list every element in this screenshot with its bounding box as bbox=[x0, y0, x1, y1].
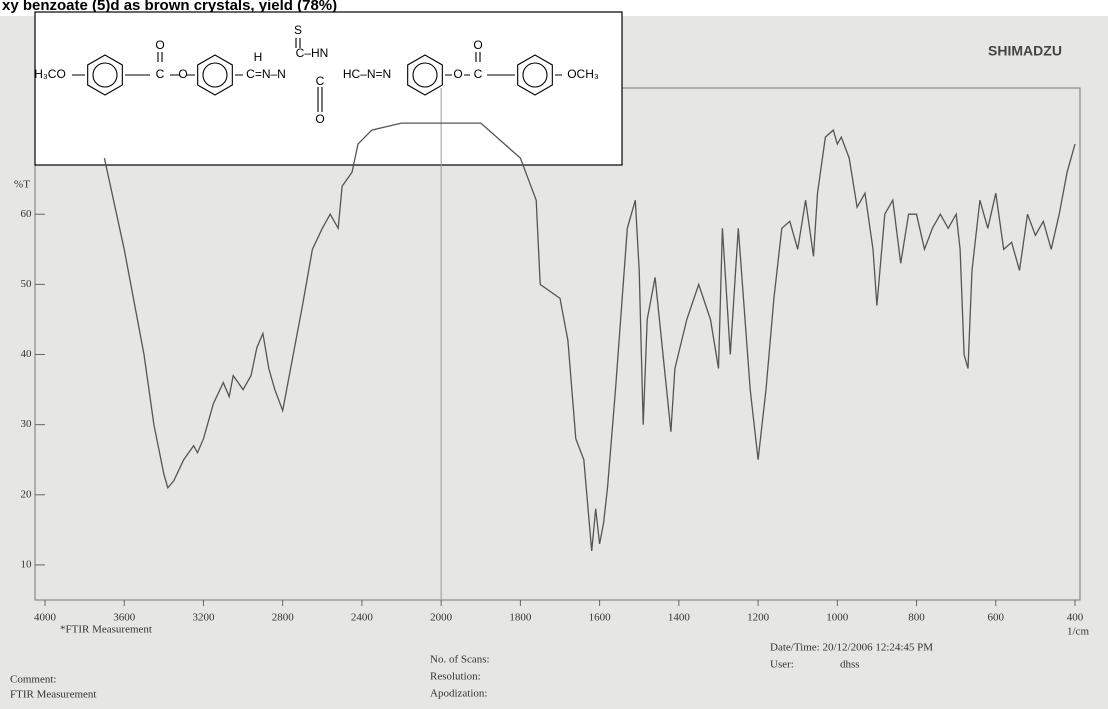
x-tick-label: 600 bbox=[988, 612, 1005, 624]
x-tick-label: 1800 bbox=[509, 612, 532, 624]
structure-box bbox=[34, 11, 623, 166]
x-tick-label: 1000 bbox=[826, 612, 849, 624]
x-tick-label: 2400 bbox=[351, 612, 374, 624]
structure-label: H₃CO bbox=[34, 67, 66, 81]
structure-label: OCH₃ bbox=[567, 67, 599, 81]
x-tick-label: 1400 bbox=[668, 612, 691, 624]
y-tick-label: 60 bbox=[21, 208, 33, 220]
x-tick-label: 4000 bbox=[34, 612, 57, 624]
x-tick-label: 2000 bbox=[430, 612, 453, 624]
footer-text: *FTIR Measurement bbox=[60, 624, 152, 636]
footer-text: Apodization: bbox=[430, 688, 487, 700]
y-tick-label: 50 bbox=[21, 278, 33, 290]
y-tick-label: 40 bbox=[21, 348, 33, 360]
ring-circle bbox=[202, 62, 228, 88]
structure-label: O bbox=[473, 38, 482, 52]
structure-label: C–HN bbox=[296, 46, 329, 60]
x-tick-label: 800 bbox=[908, 612, 925, 624]
x-tick-label: 400 bbox=[1067, 612, 1084, 624]
structure-label: O bbox=[178, 67, 187, 81]
footer-text: User: bbox=[770, 659, 794, 671]
footer-text: Resolution: bbox=[430, 671, 481, 683]
benzene-ring bbox=[517, 54, 553, 96]
benzene-ring bbox=[407, 54, 443, 96]
x-axis-label: 1/cm bbox=[1067, 626, 1089, 638]
structure-label: H bbox=[254, 50, 263, 64]
structure-label: O bbox=[315, 112, 324, 126]
footer-text: Date/Time: 20/12/2006 12:24:45 PM bbox=[770, 642, 933, 654]
footer-text: Comment: bbox=[10, 674, 56, 686]
structure-label: C bbox=[156, 67, 165, 81]
benzene-ring bbox=[87, 54, 123, 96]
y-tick-label: 10 bbox=[21, 558, 33, 570]
x-tick-label: 1200 bbox=[747, 612, 770, 624]
structure-label: S bbox=[294, 23, 302, 37]
structure-label: C=N–N bbox=[246, 67, 286, 81]
spectrum-line bbox=[103, 122, 1076, 551]
structure-label: O bbox=[155, 38, 164, 52]
x-tick-label: 3600 bbox=[113, 612, 136, 624]
structure-label: O bbox=[453, 67, 462, 81]
x-tick-label: 1600 bbox=[589, 612, 612, 624]
ring-circle bbox=[92, 62, 118, 88]
structure-label: C bbox=[474, 67, 483, 81]
structure-label: HC–N=N bbox=[343, 67, 391, 81]
y-tick-label: 30 bbox=[21, 418, 33, 430]
ring-circle bbox=[522, 62, 548, 88]
benzene-ring bbox=[197, 54, 233, 96]
footer-text: FTIR Measurement bbox=[10, 689, 96, 701]
caption: xy benzoate (5)d as brown crystals, yiel… bbox=[2, 0, 337, 14]
x-tick-label: 3200 bbox=[192, 612, 215, 624]
footer-text: No. of Scans: bbox=[430, 654, 490, 666]
y-axis-label: %T bbox=[14, 179, 30, 191]
structure-label: C bbox=[316, 74, 325, 88]
structure-bonds bbox=[72, 38, 562, 112]
ring-circle bbox=[412, 62, 438, 88]
brand: SHIMADZU bbox=[988, 43, 1062, 59]
y-tick-label: 20 bbox=[21, 488, 33, 500]
footer-text: dhss bbox=[840, 659, 860, 671]
x-tick-label: 2800 bbox=[272, 612, 295, 624]
